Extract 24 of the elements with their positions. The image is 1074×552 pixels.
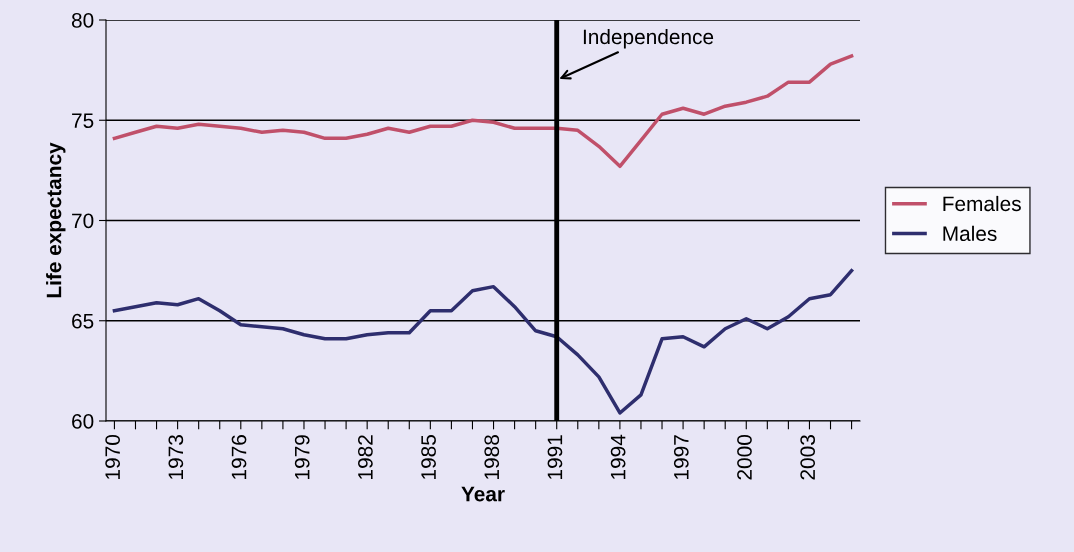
y-tick-label: 80 [71, 13, 94, 28]
x-tick-label: 1994 [610, 434, 626, 479]
x-tick-label: 2000 [737, 435, 752, 480]
x-tick-label: 1979 [294, 435, 310, 479]
x-axis-title: Year [461, 486, 505, 502]
ref-line-label: Independence [583, 28, 714, 49]
legend-label: Females [943, 195, 1021, 212]
x-tick-label: 1976 [231, 435, 247, 479]
legend-label: Males [943, 225, 997, 242]
y-tick-label: 60 [72, 414, 94, 429]
line-series [112, 268, 854, 415]
x-tick-label: 1988 [484, 435, 500, 479]
line-series [112, 54, 854, 169]
x-tick-label: 1970 [105, 435, 121, 479]
y-tick-label: 75 [72, 113, 94, 128]
x-tick-label: 1991 [547, 435, 563, 479]
y-tick-label: 65 [72, 313, 94, 329]
x-tick-label: 1985 [421, 435, 436, 479]
y-axis-title: Life expectancy [46, 142, 66, 298]
x-tick-label: 1997 [673, 435, 689, 479]
y-tick-label: 70 [72, 213, 94, 229]
x-tick-label: 1982 [358, 435, 373, 479]
x-tick-label: 1973 [168, 435, 184, 479]
x-tick-label: 2003 [800, 435, 816, 480]
